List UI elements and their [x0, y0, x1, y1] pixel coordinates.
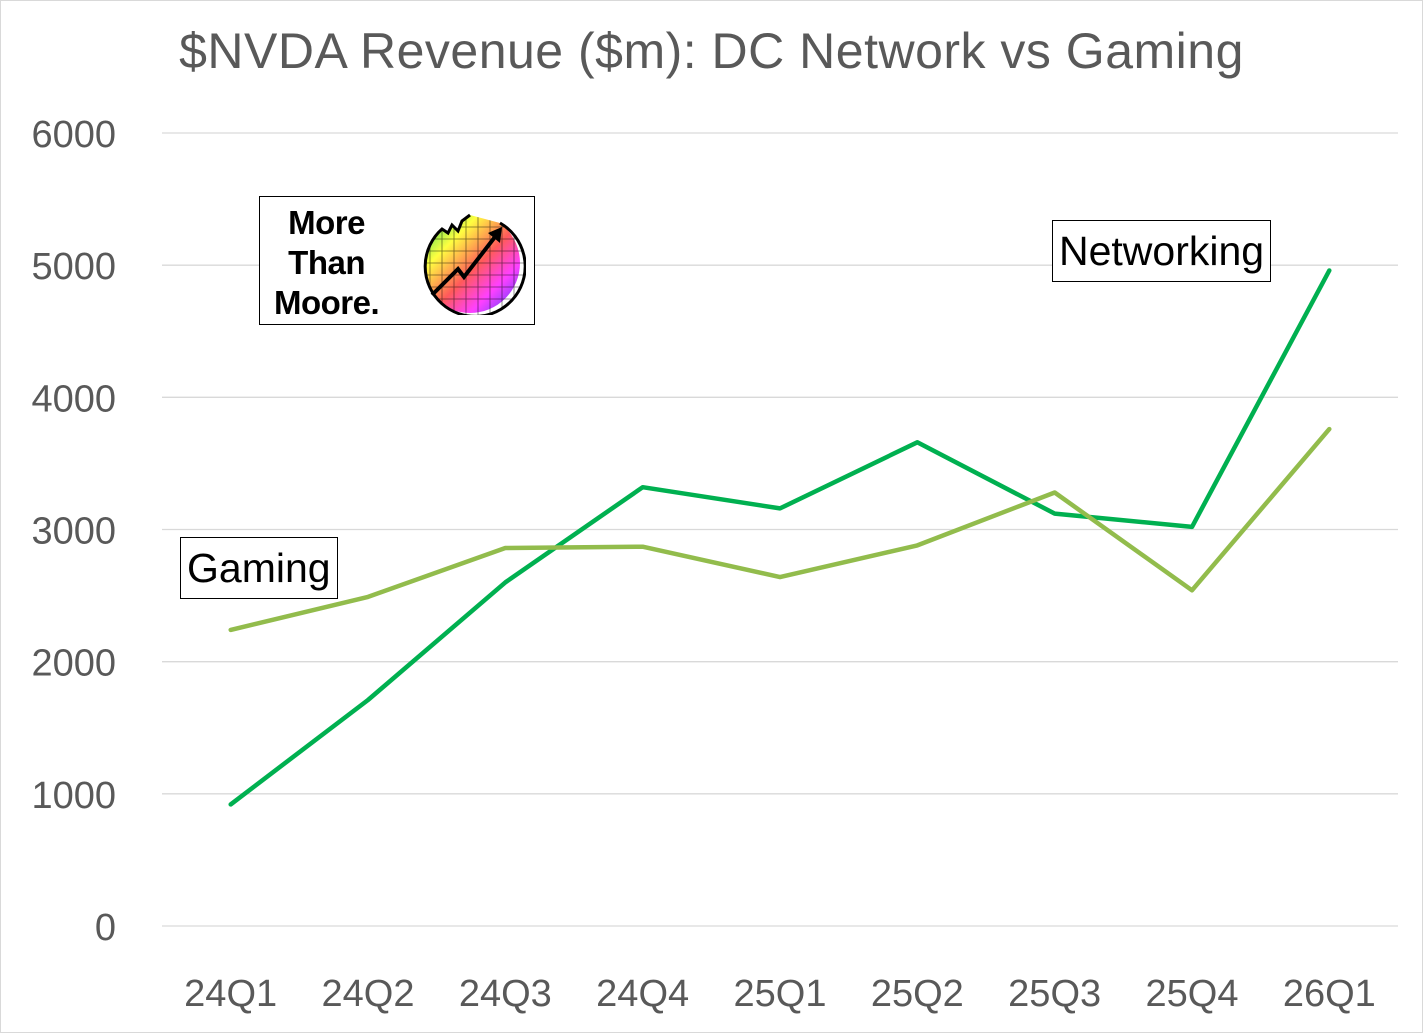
y-tick-label: 6000 [31, 114, 116, 156]
y-tick-label: 2000 [31, 643, 116, 685]
x-tick-label: 25Q1 [734, 973, 827, 1015]
x-tick-label: 24Q1 [184, 973, 277, 1015]
x-tick-label: 25Q4 [1146, 973, 1239, 1015]
x-axis-ticks: 24Q1 24Q2 24Q3 24Q4 25Q1 25Q2 25Q3 25Q4 26Q1 [184, 973, 1376, 1015]
series-line-gaming [228, 426, 1332, 633]
x-tick-label: 25Q2 [871, 973, 964, 1015]
y-tick-label: 0 [95, 907, 116, 949]
y-axis-ticks: 0 1000 2000 3000 4000 5000 6000 [31, 114, 116, 949]
series-lines [228, 268, 1332, 807]
logo-wordmark: More Than Moore. [274, 203, 380, 323]
chart-title: $NVDA Revenue ($m): DC Network vs Gaming [179, 23, 1244, 79]
logo: More Than Moore. [259, 196, 535, 325]
y-tick-label: 1000 [31, 775, 116, 817]
logo-line-2: Than [288, 244, 365, 281]
logo-line-3: Moore. [274, 284, 380, 321]
y-tick-label: 4000 [31, 378, 116, 420]
x-tick-label: 25Q3 [1008, 973, 1101, 1015]
x-tick-label: 24Q2 [322, 973, 415, 1015]
x-tick-label: 24Q3 [459, 973, 552, 1015]
x-tick-label: 24Q4 [596, 973, 689, 1015]
x-tick-label: 26Q1 [1283, 973, 1376, 1015]
gaming-callout: Gaming [180, 537, 338, 599]
y-tick-label: 5000 [31, 246, 116, 288]
rising-arrow-wafer-icon [423, 213, 526, 315]
networking-callout: Networking [1052, 220, 1272, 282]
logo-line-1: More [288, 204, 365, 241]
series-line-networking [228, 268, 1332, 807]
y-tick-label: 3000 [31, 511, 116, 553]
